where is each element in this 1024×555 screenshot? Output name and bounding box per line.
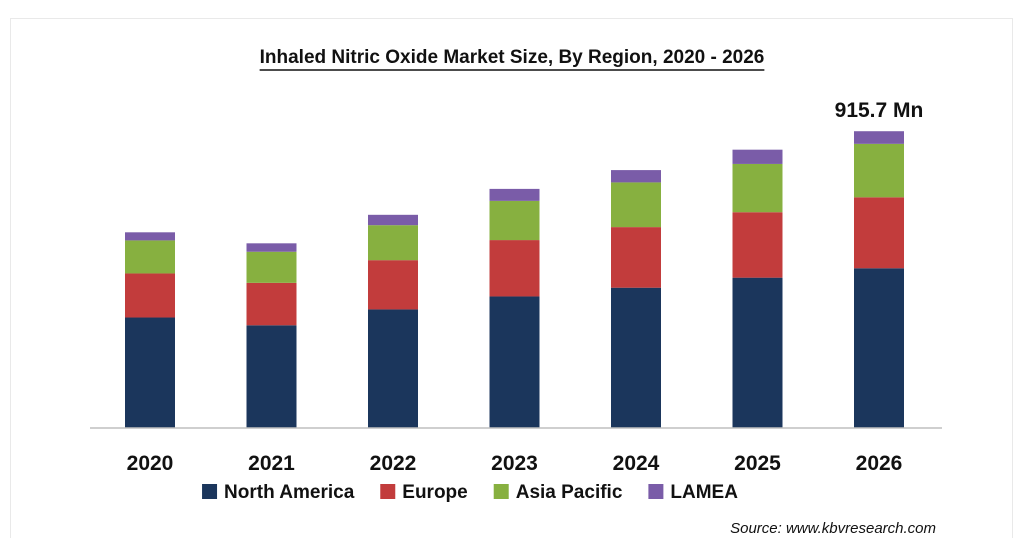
- legend-swatch-europe: [380, 484, 396, 499]
- data-label-2026-total: 915.7 Mn: [835, 99, 924, 122]
- bar-2020-north-america: [125, 317, 175, 428]
- legend-label-europe: Europe: [402, 482, 467, 503]
- bar-2020-asia-pacific: [125, 240, 175, 274]
- legend-swatch-asia-pacific: [493, 484, 509, 499]
- bars-layer: [125, 131, 904, 428]
- frame-top-line: [10, 18, 1013, 19]
- chart-title: Inhaled Nitric Oxide Market Size, By Reg…: [260, 47, 765, 68]
- bar-2025-north-america: [732, 277, 783, 428]
- legend-label-asia-pacific: Asia Pacific: [516, 482, 623, 503]
- bar-2024-asia-pacific: [611, 182, 661, 228]
- bar-2025-europe: [732, 212, 783, 278]
- legend-item-lamea: LAMEA: [648, 482, 738, 503]
- x-tick-label-2026: 2026: [856, 452, 903, 475]
- annotations-layer: 915.7 Mn: [835, 99, 924, 122]
- source-text: Source: www.kbvresearch.com: [730, 520, 936, 537]
- bar-2023-asia-pacific: [489, 200, 540, 241]
- legend-label-lamea: LAMEA: [670, 482, 738, 503]
- legend-swatch-lamea: [648, 484, 664, 499]
- frame-right-line: [1012, 18, 1013, 538]
- x-tick-label-2021: 2021: [248, 452, 295, 475]
- legend-label-north-america: North America: [224, 482, 355, 503]
- bar-2024-north-america: [611, 287, 661, 428]
- bar-2026-europe: [854, 197, 904, 269]
- bar-2021-asia-pacific: [246, 251, 297, 283]
- bar-2026-north-america: [854, 268, 904, 428]
- bar-2021-lamea: [246, 243, 297, 252]
- bar-2023-europe: [489, 240, 540, 297]
- legend: North America Europe Asia Pacific LAMEA: [202, 482, 738, 503]
- bar-2022-europe: [368, 260, 418, 310]
- frame-left-line: [10, 18, 11, 538]
- bar-2022-lamea: [368, 214, 418, 226]
- bar-2023-lamea: [489, 188, 540, 201]
- bar-2021-north-america: [246, 325, 297, 428]
- legend-item-north-america: North America: [202, 482, 355, 503]
- x-tick-label-2025: 2025: [734, 452, 781, 475]
- bar-2023-north-america: [489, 296, 540, 428]
- x-tick-label-2020: 2020: [127, 452, 174, 475]
- bar-2021-europe: [246, 282, 297, 326]
- bar-2022-asia-pacific: [368, 225, 418, 261]
- x-tick-label-2023: 2023: [491, 452, 538, 475]
- legend-item-asia-pacific: Asia Pacific: [493, 482, 623, 503]
- bar-2020-europe: [125, 273, 175, 318]
- bar-2022-north-america: [368, 309, 418, 428]
- x-tick-label-2022: 2022: [370, 452, 417, 475]
- legend-item-europe: Europe: [380, 482, 468, 503]
- bar-2025-asia-pacific: [732, 163, 783, 213]
- bar-2020-lamea: [125, 232, 175, 241]
- bar-2024-lamea: [611, 170, 661, 183]
- bar-2026-asia-pacific: [854, 143, 904, 198]
- bar-2024-europe: [611, 227, 661, 288]
- x-tick-label-2024: 2024: [613, 452, 660, 475]
- x-tick-labels: 2020 2021 2022 2023 2024 2025 2026: [127, 452, 903, 475]
- legend-swatch-north-america: [202, 484, 218, 499]
- bar-2025-lamea: [732, 149, 783, 164]
- bar-2026-lamea: [854, 131, 904, 144]
